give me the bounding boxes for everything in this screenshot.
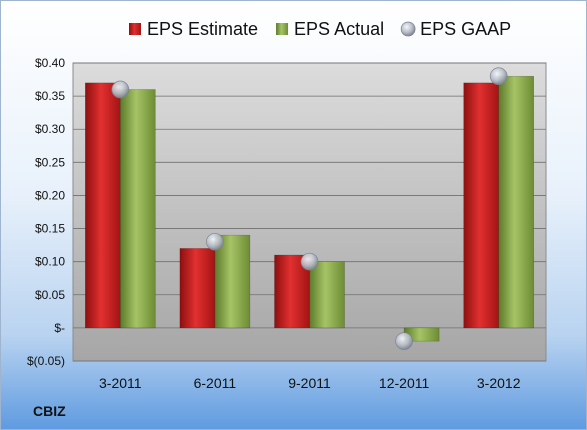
eps-actual-bar: [309, 261, 345, 329]
y-tick-label: $0.15: [35, 222, 65, 236]
legend-label: EPS GAAP: [420, 19, 511, 39]
eps-actual-bar: [214, 234, 251, 329]
x-tick-label: 3-2012: [477, 375, 521, 391]
x-tick-label: 12-2011: [379, 375, 430, 391]
y-tick-label: $0.25: [35, 155, 65, 169]
eps-actual-bar: [498, 75, 535, 329]
y-tick-label: $0.20: [35, 188, 65, 202]
eps-gaap-point: [111, 80, 130, 99]
eps-gaap-point: [206, 232, 224, 251]
eps-gaap-point: [300, 252, 319, 271]
y-tick-label: $0.05: [35, 288, 65, 302]
eps-estimate-bar: [179, 248, 216, 329]
eps-gaap-point: [395, 332, 413, 350]
eps-gaap-point: [489, 67, 508, 86]
y-tick-label: $-: [54, 321, 65, 335]
legend-label: EPS Actual: [294, 19, 384, 39]
x-tick-label: 3-2011: [99, 375, 142, 391]
y-tick-label: $0.40: [35, 56, 65, 70]
x-tick-label: 9-2011: [288, 375, 331, 391]
y-tick-label: $0.30: [35, 122, 65, 136]
legend-label: EPS Estimate: [147, 19, 258, 39]
x-tick-label: 6-2011: [194, 375, 237, 391]
eps-actual-bar: [120, 89, 156, 329]
eps-estimate-bar: [85, 82, 121, 329]
y-tick-label: $0.35: [35, 89, 65, 103]
legend-swatch-actual: [276, 23, 289, 35]
y-tick-label: $(0.05): [27, 354, 65, 368]
eps-estimate-bar: [463, 82, 500, 329]
company-ticker: CBIZ: [33, 403, 66, 419]
legend-swatch-estimate: [129, 23, 141, 35]
y-tick-label: $0.10: [35, 255, 65, 269]
legend-marker-gaap: [400, 21, 416, 37]
